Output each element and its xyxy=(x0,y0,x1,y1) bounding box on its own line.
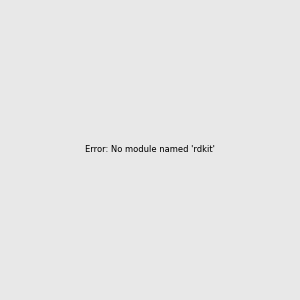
Text: Error: No module named 'rdkit': Error: No module named 'rdkit' xyxy=(85,146,215,154)
